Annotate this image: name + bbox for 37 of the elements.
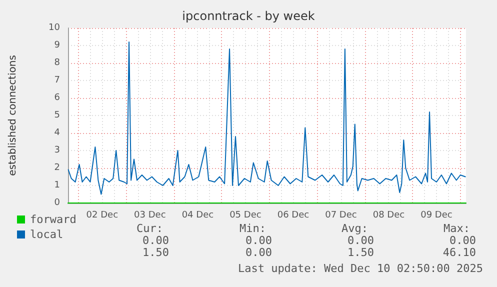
y-tick-label: 6	[54, 93, 60, 103]
y-tick-label: 2	[54, 163, 60, 173]
text: 1.50	[142, 246, 169, 259]
text: Avg:	[342, 222, 368, 235]
text: 0.00	[142, 234, 169, 247]
chart-title: ipconntrack - by week	[182, 9, 315, 23]
y-tick-label: 0	[54, 198, 60, 208]
text: 0.00	[246, 246, 272, 259]
text: 0.00	[450, 234, 476, 247]
y-tick-label: 5	[54, 110, 60, 120]
y-axis-title: established connections	[8, 55, 18, 176]
y-tick-label: 1	[54, 180, 60, 190]
x-tick-label: 06 Dec	[277, 210, 310, 220]
y-tick-label: 7	[54, 76, 60, 86]
line-series	[68, 42, 466, 195]
text: Cur:	[136, 222, 163, 235]
x-tick-label: 03 Dec	[134, 210, 166, 220]
text: 1.50	[348, 246, 374, 259]
x-tick-label: 08 Dec	[372, 210, 405, 220]
y-tick-label: 4	[54, 128, 60, 138]
x-tick-label: 09 Dec	[420, 210, 452, 220]
legend-label: local	[30, 228, 64, 241]
legend-label: forward	[30, 213, 76, 226]
x-tick-label: 04 Dec	[182, 210, 214, 220]
text: 0.00	[246, 234, 272, 247]
text: 46.10	[442, 246, 476, 259]
x-tick-label: 02 Dec	[86, 210, 118, 220]
text: Last update: Wed Dec 10 02:50:00 2025	[238, 262, 483, 275]
x-tick-label: 05 Dec	[230, 210, 262, 220]
text: 0.00	[348, 234, 374, 247]
text: Min:	[240, 222, 266, 235]
y-tick-label: 8	[54, 58, 60, 68]
y-tick-label: 10	[48, 23, 60, 33]
text: Max:	[444, 222, 470, 235]
y-tick-label: 3	[54, 146, 60, 156]
y-tick-label: 9	[54, 40, 60, 50]
x-tick-label: 07 Dec	[325, 210, 357, 220]
